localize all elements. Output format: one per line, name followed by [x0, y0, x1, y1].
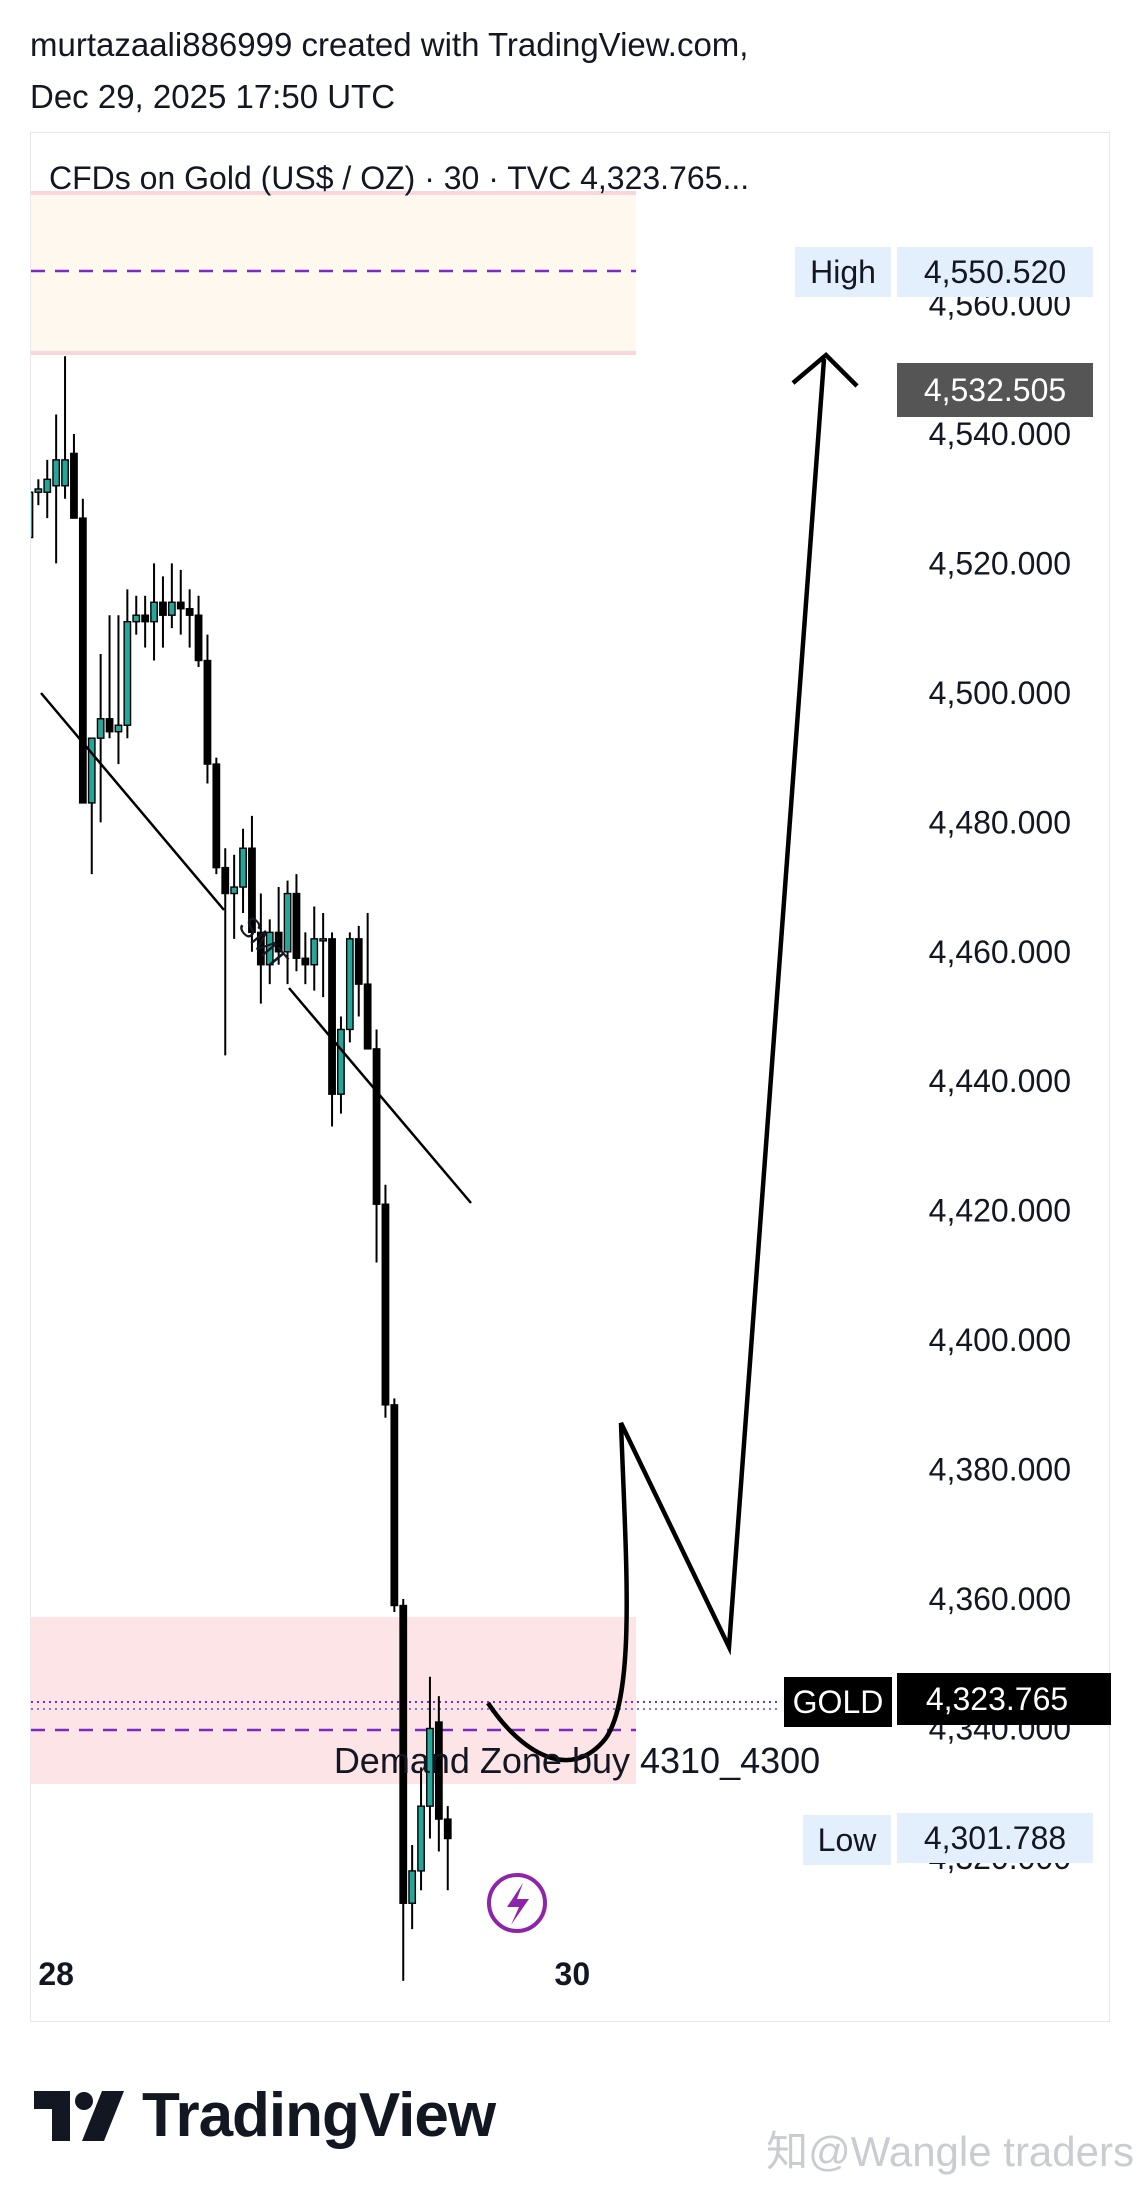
candle-bullish: [114, 724, 123, 733]
y-tick-label: 4,360.000: [929, 1581, 1071, 1617]
candle-bearish: [372, 1048, 381, 1205]
low-badge-bg: [803, 1815, 891, 1865]
candle-bearish: [390, 1404, 399, 1607]
gold-value-badge-bg: [897, 1673, 1111, 1725]
candle-bearish: [70, 452, 78, 519]
candle-bullish: [132, 614, 141, 623]
candle-bullish: [87, 737, 96, 804]
high-badge-bg: [795, 247, 891, 297]
tradingview-logo: TradingView: [34, 2080, 496, 2151]
high-value-badge: 4,550.520: [924, 254, 1066, 290]
candle-bearish: [301, 957, 310, 966]
candlestick-chart[interactable]: 4,560.0004,540.0004,520.0004,500.0004,48…: [31, 133, 1111, 2023]
gold-badge-bg: [784, 1677, 892, 1727]
low-value-badge: 4,301.788: [924, 1820, 1066, 1856]
candle-bullish: [31, 491, 34, 539]
projected-arrow-head: [791, 351, 859, 388]
candle-bearish: [274, 931, 283, 953]
y-tick-label: 4,460.000: [929, 934, 1071, 970]
candle-bullish: [310, 938, 319, 966]
candle-bearish: [381, 1203, 390, 1406]
high-badge-label: High: [810, 254, 876, 290]
candle-bullish: [150, 601, 158, 623]
x-axis: 28 30: [38, 1956, 590, 1992]
candle-bearish: [248, 847, 256, 934]
candle-bullish: [417, 1805, 425, 1872]
candle-bearish: [194, 614, 203, 662]
x-tick-label: 28: [38, 1956, 74, 1992]
demand-zone-label: Demand Zone buy 4310_4300: [334, 1740, 820, 1781]
candle-bullish: [34, 488, 43, 493]
candle-bullish: [283, 892, 292, 953]
y-tick-label: 4,500.000: [929, 675, 1071, 711]
candle-bullish: [345, 938, 354, 1031]
candle-bearish: [78, 517, 87, 804]
low-value-badge-bg: [897, 1813, 1093, 1863]
chart-frame[interactable]: 4,560.000 4,540.000 4,520.000 4,500.000 4,48…: [30, 132, 1111, 2023]
candle-bullish: [52, 459, 61, 487]
candle-bullish: [61, 459, 69, 487]
projected-price-path: [486, 358, 827, 1763]
tradingview-logo-text: TradingView: [142, 2081, 496, 2150]
candle-bearish: [221, 866, 230, 895]
candle-bearish: [363, 983, 372, 1050]
chart-author-line: murtazaali886999 created with TradingVie…: [30, 26, 749, 63]
y-tick-label: 4,420.000: [929, 1193, 1071, 1229]
watermark-text: 知@Wangle traders: [766, 2128, 1134, 2175]
x-tick-label: 30: [555, 1956, 591, 1992]
candle-bearish: [354, 938, 363, 985]
candle-bearish: [328, 938, 336, 1095]
candle-bullish: [408, 1870, 417, 1904]
candle-bearish: [159, 601, 167, 616]
smt-trendline-lower: [288, 987, 472, 1204]
candle-bearish: [292, 892, 301, 959]
high-value-badge-bg: [897, 247, 1093, 297]
demand-zone: [31, 1617, 636, 1784]
y-axis: 4,560.0004,540.0004,520.0004,500.0004,48…: [929, 287, 1071, 1876]
candle-bullish: [167, 601, 176, 616]
tradingview-logo-icon: [34, 2090, 124, 2141]
smt-trendline-upper: [40, 692, 225, 911]
candle-bullish: [319, 938, 328, 942]
supply-zone: [31, 193, 636, 353]
candle-bullish: [123, 620, 132, 726]
y-tick-label: 4,540.000: [929, 416, 1071, 452]
symbol-legend: CFDs on Gold (US$ / OZ) · 30 · TVC 4,323…: [49, 160, 749, 196]
candle-bearish: [443, 1818, 452, 1840]
candle-bullish: [337, 1028, 345, 1095]
chart-timestamp: Dec 29, 2025 17:50 UTC: [30, 78, 396, 115]
candle-bullish: [426, 1727, 434, 1807]
candle-bearish: [203, 659, 212, 765]
candle-bearish: [434, 1721, 443, 1820]
y-tick-label: 4,440.000: [929, 1063, 1071, 1099]
candle-bearish: [185, 608, 194, 616]
candle-bullish: [43, 478, 52, 493]
candle-bearish: [212, 763, 221, 869]
candle-bearish: [141, 614, 150, 623]
y-tick-label: 4,480.000: [929, 804, 1071, 840]
candle-bullish: [239, 847, 247, 888]
candle-bearish: [105, 718, 114, 733]
lightning-icon[interactable]: [487, 1873, 547, 1933]
level-value-badge-bg: [897, 363, 1093, 417]
gold-value-badge: 4,323.765: [926, 1681, 1068, 1717]
candle-bullish: [265, 931, 274, 966]
level-value-badge: 4,532.505: [924, 372, 1066, 408]
candle-bullish: [96, 718, 105, 739]
y-tick-label: 4,400.000: [929, 1322, 1071, 1358]
y-tick-label: 4,380.000: [929, 1452, 1071, 1488]
candles-group: [31, 356, 452, 1981]
low-badge-label: Low: [818, 1822, 878, 1858]
gold-badge-label: GOLD: [793, 1684, 884, 1720]
candle-bearish: [399, 1604, 408, 1904]
y-tick-label: 4,520.000: [929, 545, 1071, 581]
candle-bearish: [256, 931, 265, 966]
candle-bullish: [230, 886, 239, 895]
candle-bearish: [176, 601, 185, 610]
